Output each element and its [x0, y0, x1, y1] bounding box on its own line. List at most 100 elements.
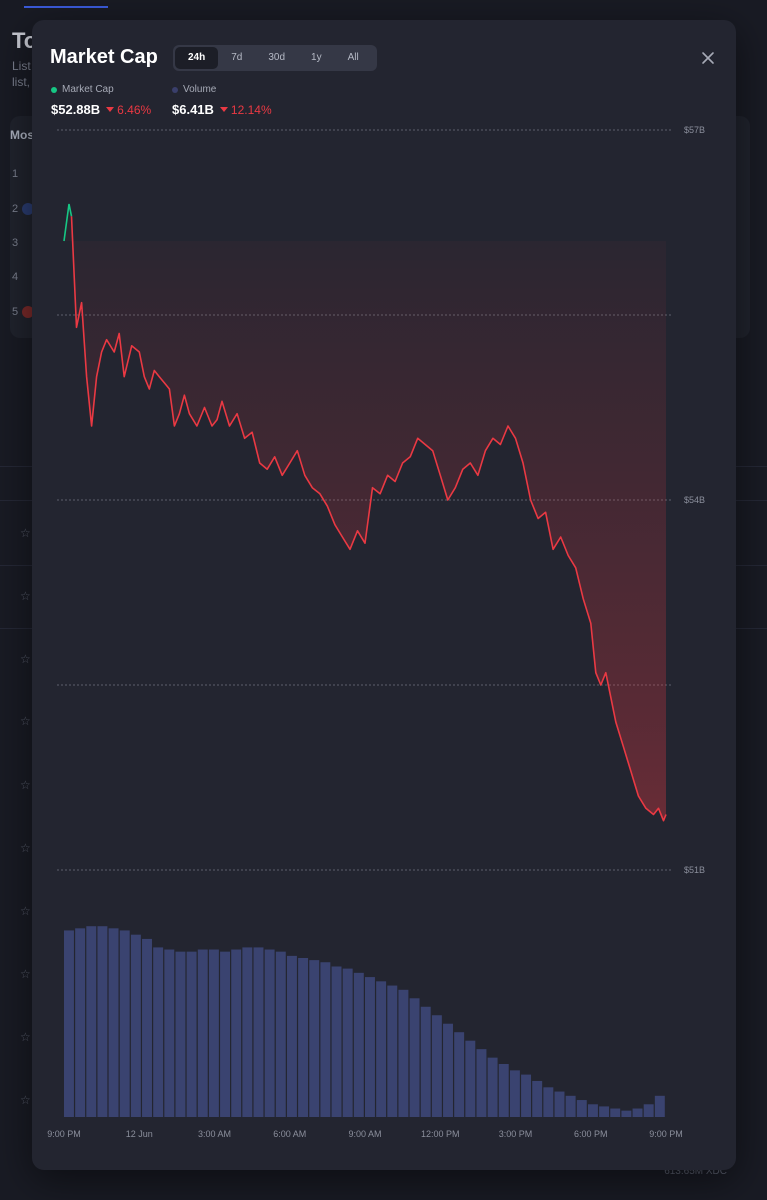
- bg-star-icon: ☆: [20, 841, 31, 855]
- volume-bar: [320, 962, 331, 1117]
- legend-volume[interactable]: Volume $6.41B 12.14%: [172, 84, 272, 117]
- volume-bar: [275, 951, 286, 1117]
- volume-bar: [465, 1040, 476, 1117]
- caret-down-icon: [219, 107, 228, 112]
- volume-bar: [108, 928, 119, 1117]
- bg-rank: 3: [12, 237, 19, 249]
- volume-bar: [75, 928, 86, 1117]
- volume-bar: [264, 949, 275, 1117]
- legend-dot-icon: [172, 86, 178, 93]
- volume-bar: [119, 930, 130, 1117]
- tab-30d[interactable]: 30d: [268, 52, 286, 63]
- volume-bar: [242, 947, 253, 1117]
- bg-rank: 5: [12, 306, 19, 318]
- y-tick-label: $51B: [684, 865, 705, 875]
- bg-rank: 4: [12, 271, 19, 283]
- market-cap-change: 6.46%: [106, 103, 151, 117]
- volume-bar: [509, 1070, 520, 1117]
- volume-bar: [142, 938, 152, 1117]
- line-segment-up: [63, 203, 73, 242]
- volume-bar: [175, 951, 186, 1117]
- bg-star-icon: ☆: [20, 778, 31, 792]
- x-tick-label: 6:00 PM: [574, 1129, 608, 1139]
- area-fill-path: [64, 204, 666, 821]
- legend-volume-label-row: Volume: [172, 84, 272, 95]
- bg-star-icon: ☆: [20, 589, 31, 603]
- x-tick-label: 6:00 AM: [273, 1129, 306, 1139]
- bg-star-icon: ☆: [20, 526, 31, 540]
- price-line: [63, 203, 667, 822]
- bg-footer-value: 613.65M XDC: [664, 1166, 727, 1177]
- volume-bar: [621, 1110, 632, 1117]
- volume-bar: [376, 981, 387, 1117]
- volume-bars: [64, 926, 665, 1117]
- volume-bar: [431, 1015, 442, 1117]
- volume-bar: [220, 951, 231, 1117]
- volume-bar: [197, 949, 208, 1117]
- bg-subtitle-line: List: [12, 59, 31, 73]
- market-cap-chart[interactable]: $57B $54B $51B 9:00 PM 12 Jun 3:00 AM 6:00 AM…: [32, 20, 736, 1170]
- volume-bar: [398, 989, 409, 1117]
- legend-market-cap-value-row: $52.88B 6.46%: [51, 102, 151, 117]
- volume-bar: [632, 1108, 643, 1117]
- tab-1y[interactable]: 1y: [311, 52, 322, 63]
- bg-subtitle-line: list,: [12, 75, 30, 89]
- market-cap-change-value: 6.46%: [117, 102, 152, 117]
- volume-change-value: 12.14%: [230, 102, 272, 117]
- volume-bar: [443, 1023, 453, 1117]
- volume-bar: [498, 1064, 509, 1117]
- bg-card-title: Mos: [10, 128, 34, 142]
- volume-bar: [487, 1057, 498, 1117]
- legend-market-cap[interactable]: Market Cap $52.88B 6.46%: [51, 84, 151, 117]
- legend-market-cap-label-row: Market Cap: [51, 84, 151, 95]
- area-fill: [64, 204, 666, 821]
- bg-active-tab-indicator: [24, 6, 108, 8]
- volume-bar: [186, 951, 197, 1117]
- volume-bar: [365, 977, 375, 1117]
- y-tick-label: $57B: [684, 125, 705, 135]
- x-tick-label: 9:00 PM: [47, 1129, 81, 1139]
- line-segment-down: [70, 216, 667, 822]
- x-tick-label: 3:00 PM: [499, 1129, 533, 1139]
- volume-bar: [610, 1108, 621, 1117]
- volume-bar: [286, 955, 297, 1117]
- bg-rank: 1: [12, 168, 19, 180]
- volume-bar: [532, 1080, 543, 1117]
- volume-bar: [643, 1104, 654, 1117]
- caret-down-icon: [106, 107, 115, 112]
- volume-bar: [86, 926, 97, 1117]
- volume-bar: [164, 949, 175, 1117]
- bg-rank: 2: [12, 203, 19, 215]
- volume-bar: [130, 934, 141, 1117]
- x-tick-label: 12:00 PM: [421, 1129, 460, 1139]
- tab-24h[interactable]: 24h: [175, 47, 219, 69]
- volume-bar: [521, 1074, 532, 1117]
- volume-bar: [342, 968, 353, 1117]
- legend-market-cap-label: Market Cap: [62, 84, 114, 95]
- volume-bar: [208, 949, 219, 1117]
- modal-title: Market Cap: [50, 46, 158, 68]
- volume-bar: [554, 1091, 565, 1117]
- x-tick-label: 3:00 AM: [198, 1129, 231, 1139]
- volume-bar: [97, 926, 108, 1117]
- x-tick-label: 9:00 AM: [348, 1129, 381, 1139]
- volume-bar: [231, 949, 242, 1117]
- close-icon: [702, 52, 714, 64]
- volume-bar: [576, 1100, 587, 1117]
- x-axis-labels: 9:00 PM 12 Jun 3:00 AM 6:00 AM 9:00 AM 12:00 …: [47, 1129, 683, 1139]
- volume-value: $6.41B: [172, 102, 214, 117]
- volume-bar: [587, 1104, 598, 1117]
- bg-page-subtitle: List list,: [12, 58, 31, 90]
- bg-coin-icon: [22, 203, 34, 215]
- volume-bar: [476, 1049, 487, 1117]
- volume-bar: [454, 1032, 465, 1117]
- volume-change: 12.14%: [219, 102, 272, 117]
- tab-7d[interactable]: 7d: [231, 52, 243, 63]
- tab-all[interactable]: All: [347, 52, 359, 63]
- volume-bar: [654, 1095, 665, 1117]
- market-cap-value: $52.88B: [51, 102, 101, 117]
- volume-bar: [64, 930, 74, 1117]
- volume-bar: [387, 985, 398, 1117]
- x-tick-label: 12 Jun: [126, 1129, 153, 1139]
- close-button[interactable]: [698, 48, 718, 68]
